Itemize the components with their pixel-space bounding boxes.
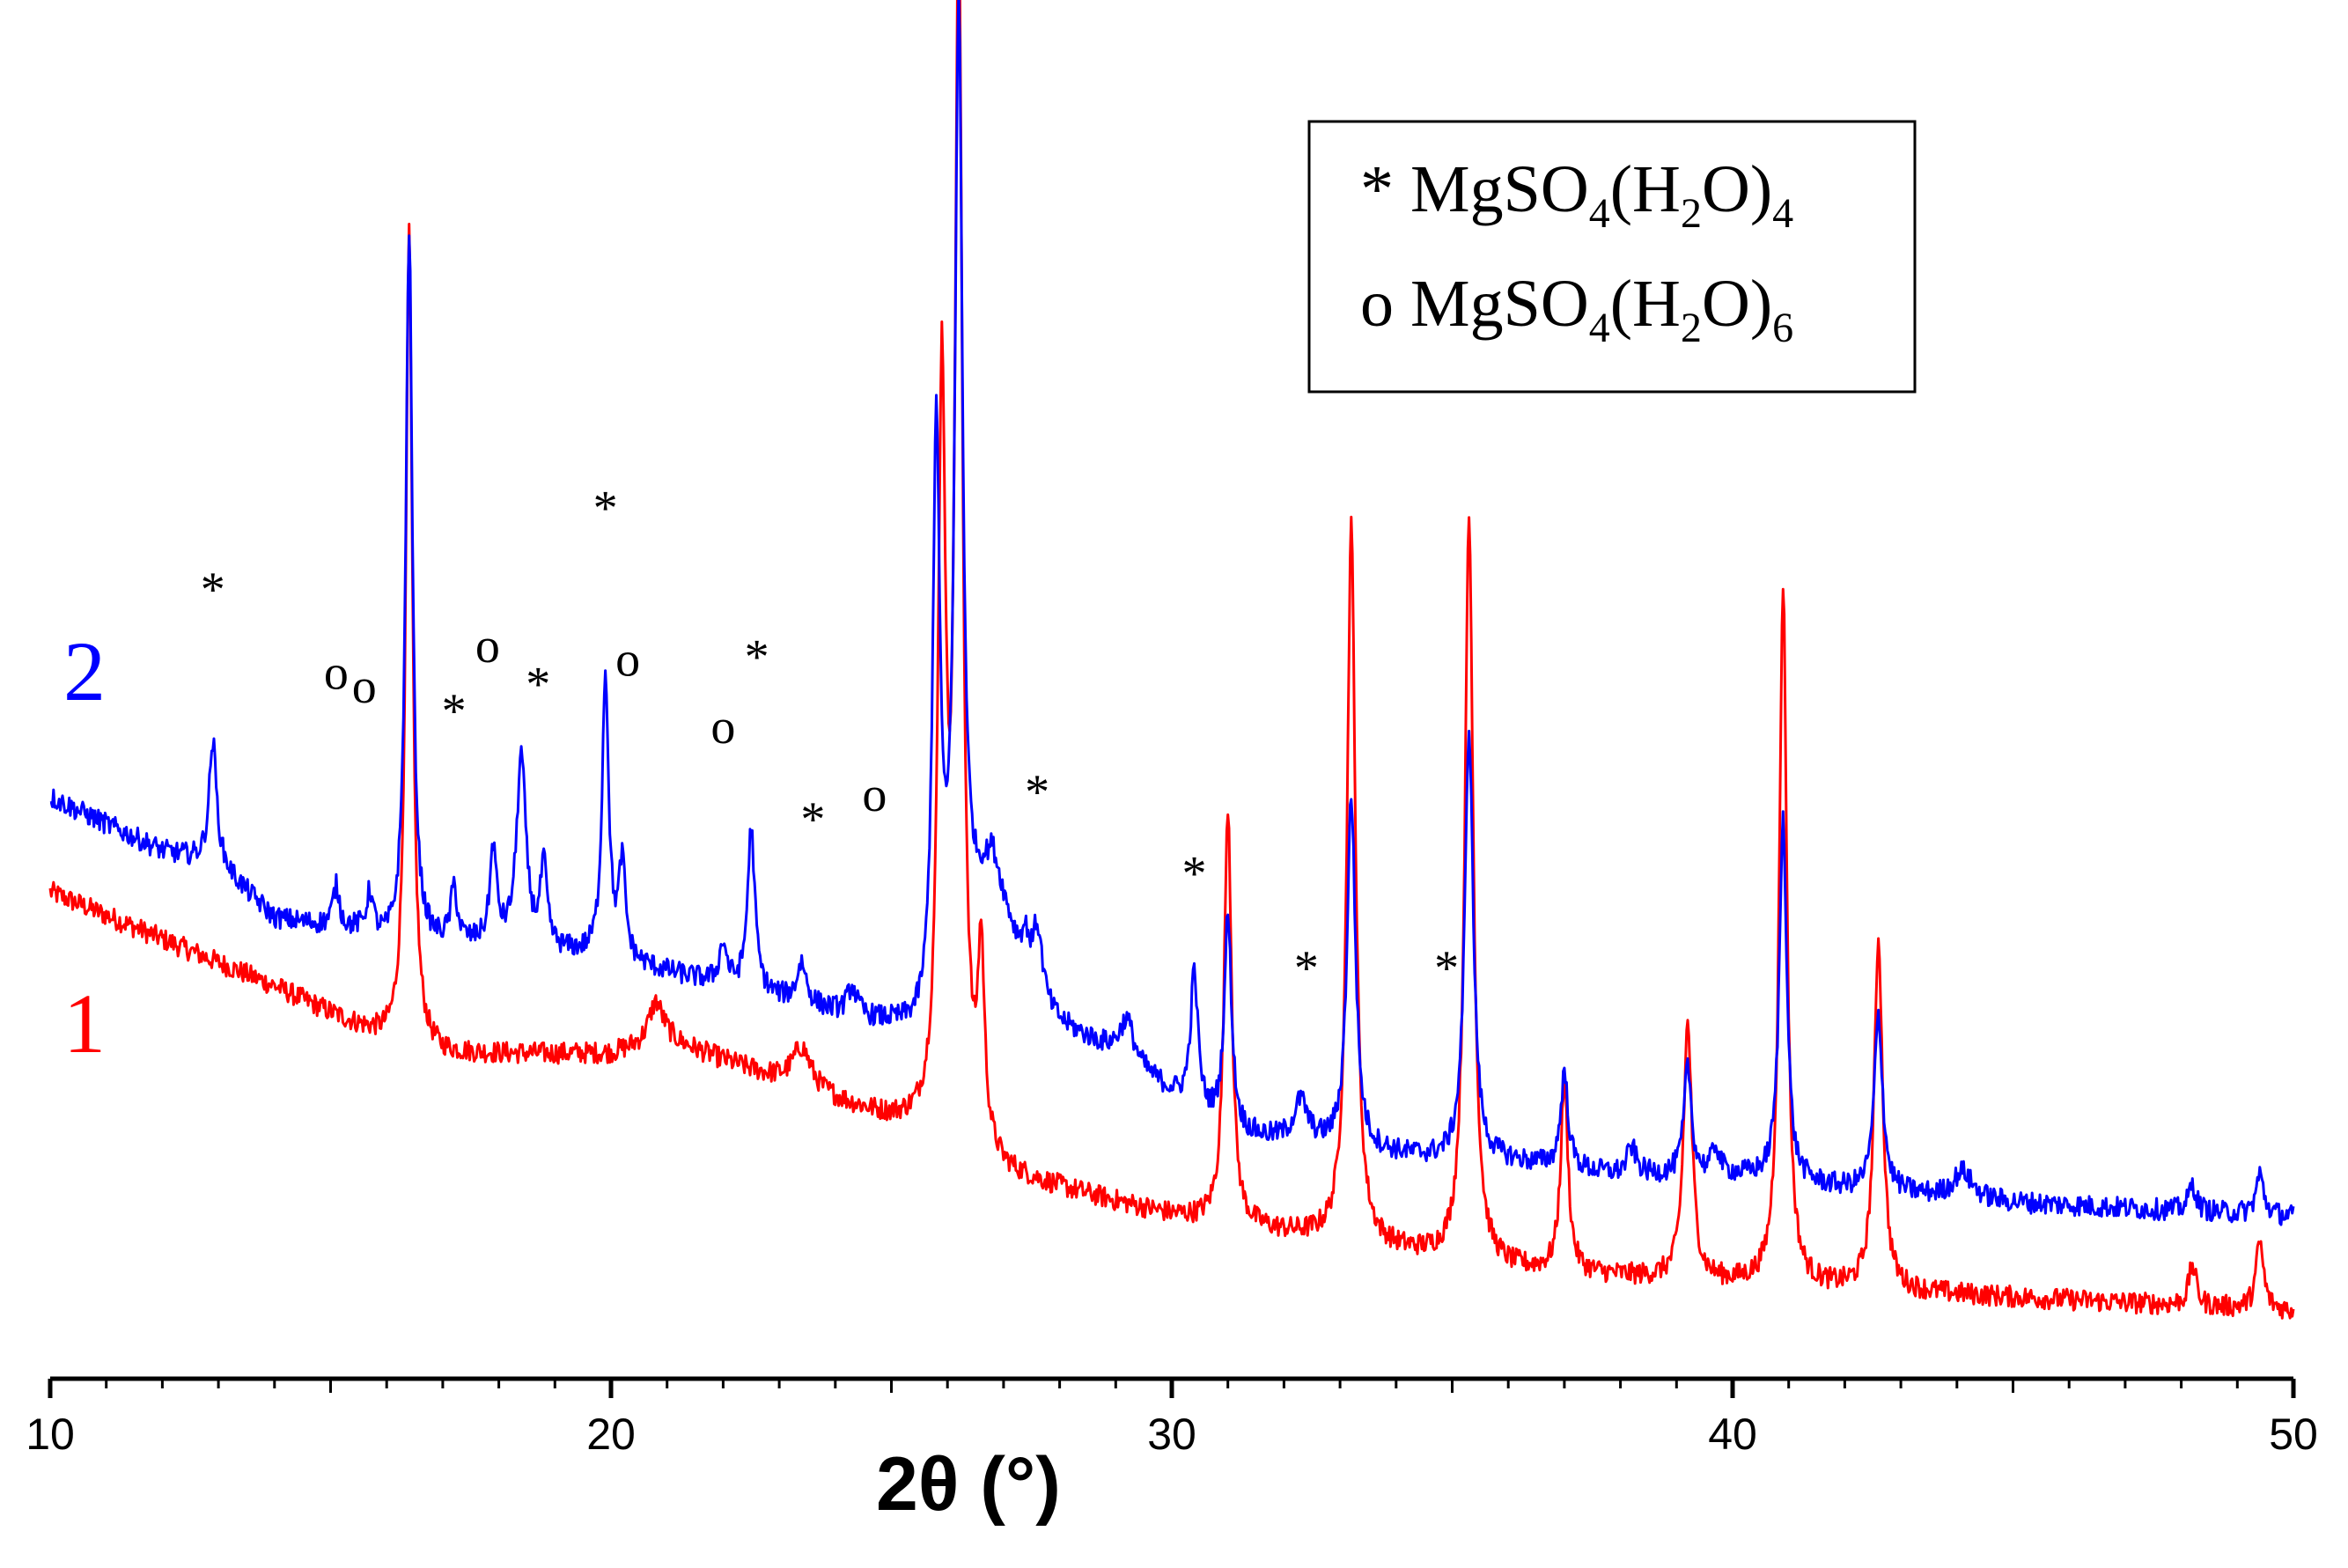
tetrahydrate-marker: * (593, 482, 618, 536)
x-tick-label: 40 (1708, 1410, 1757, 1459)
tetrahydrate-marker: * (1181, 846, 1206, 901)
x-tick-label: 10 (26, 1410, 75, 1459)
hexahydrate-marker: o (710, 700, 735, 755)
peak-markers: *o o *o**oo** o *** * (201, 482, 1459, 996)
tetrahydrate-marker: * (201, 563, 225, 617)
legend-subscript: 4 (1589, 190, 1610, 237)
legend-formula-part: O) (1702, 152, 1772, 226)
tetrahydrate-marker: * (745, 630, 769, 685)
tetrahydrate-marker: * (1025, 765, 1049, 820)
legend-frame (1307, 120, 1917, 394)
x-tick-label: 20 (586, 1410, 636, 1459)
tetrahydrate-marker: * (526, 657, 550, 711)
hexahydrate-marker: o (862, 768, 887, 822)
x-tick-label: 50 (2269, 1410, 2318, 1459)
tetrahydrate-marker: * (442, 684, 467, 739)
plot-area: *o o *o**oo** o *** * (48, 0, 2295, 1320)
series-line-1 (48, 0, 2295, 1320)
tetrahydrate-marker: * (800, 792, 825, 847)
legend-formula-part: (H (1610, 152, 1681, 226)
legend-subscript: 4 (1772, 190, 1793, 237)
legend: * MgSO4(H2O)4o MgSO4(H2O)6 (1307, 120, 1917, 394)
legend-formula-part: (H (1610, 267, 1681, 341)
x-tick-label: 30 (1147, 1410, 1196, 1459)
tetrahydrate-marker: * (1294, 941, 1319, 996)
legend-entry: * MgSO4(H2O)4 (1360, 152, 1793, 237)
hexahydrate-marker: o (615, 632, 640, 687)
x-axis-ticks: 10 20 30 40 50 (26, 1379, 2318, 1459)
x-axis-title: 2θ (°) (876, 1442, 1061, 1527)
x-axis: 10 20 30 40 50 2θ (°) (26, 1376, 2318, 1527)
series-labels: 21 (63, 624, 106, 1071)
legend-subscript: 6 (1772, 305, 1793, 351)
series-line-2 (49, 0, 2295, 1226)
legend-subscript: 2 (1681, 305, 1702, 351)
series-label-2: 2 (63, 624, 106, 718)
x-axis-title-text: 2θ (°) (876, 1442, 1061, 1527)
legend-formula-part: MgSO (1410, 152, 1589, 226)
legend-symbol: * (1360, 152, 1410, 226)
series-layer (48, 0, 2295, 1320)
hexahydrate-marker: o (352, 659, 377, 714)
legend-subscript: 4 (1589, 305, 1610, 351)
legend-entry: o MgSO4(H2O)6 (1360, 267, 1793, 351)
hexahydrate-marker: o (475, 619, 500, 674)
hexahydrate-marker: o (324, 646, 349, 701)
legend-formula-part: O) (1702, 267, 1772, 341)
tetrahydrate-marker: * (1434, 941, 1459, 996)
legend-formula-part: MgSO (1410, 267, 1589, 341)
legend-symbol: o (1360, 267, 1410, 341)
legend-subscript: 2 (1681, 190, 1702, 237)
series-label-1: 1 (63, 976, 106, 1071)
